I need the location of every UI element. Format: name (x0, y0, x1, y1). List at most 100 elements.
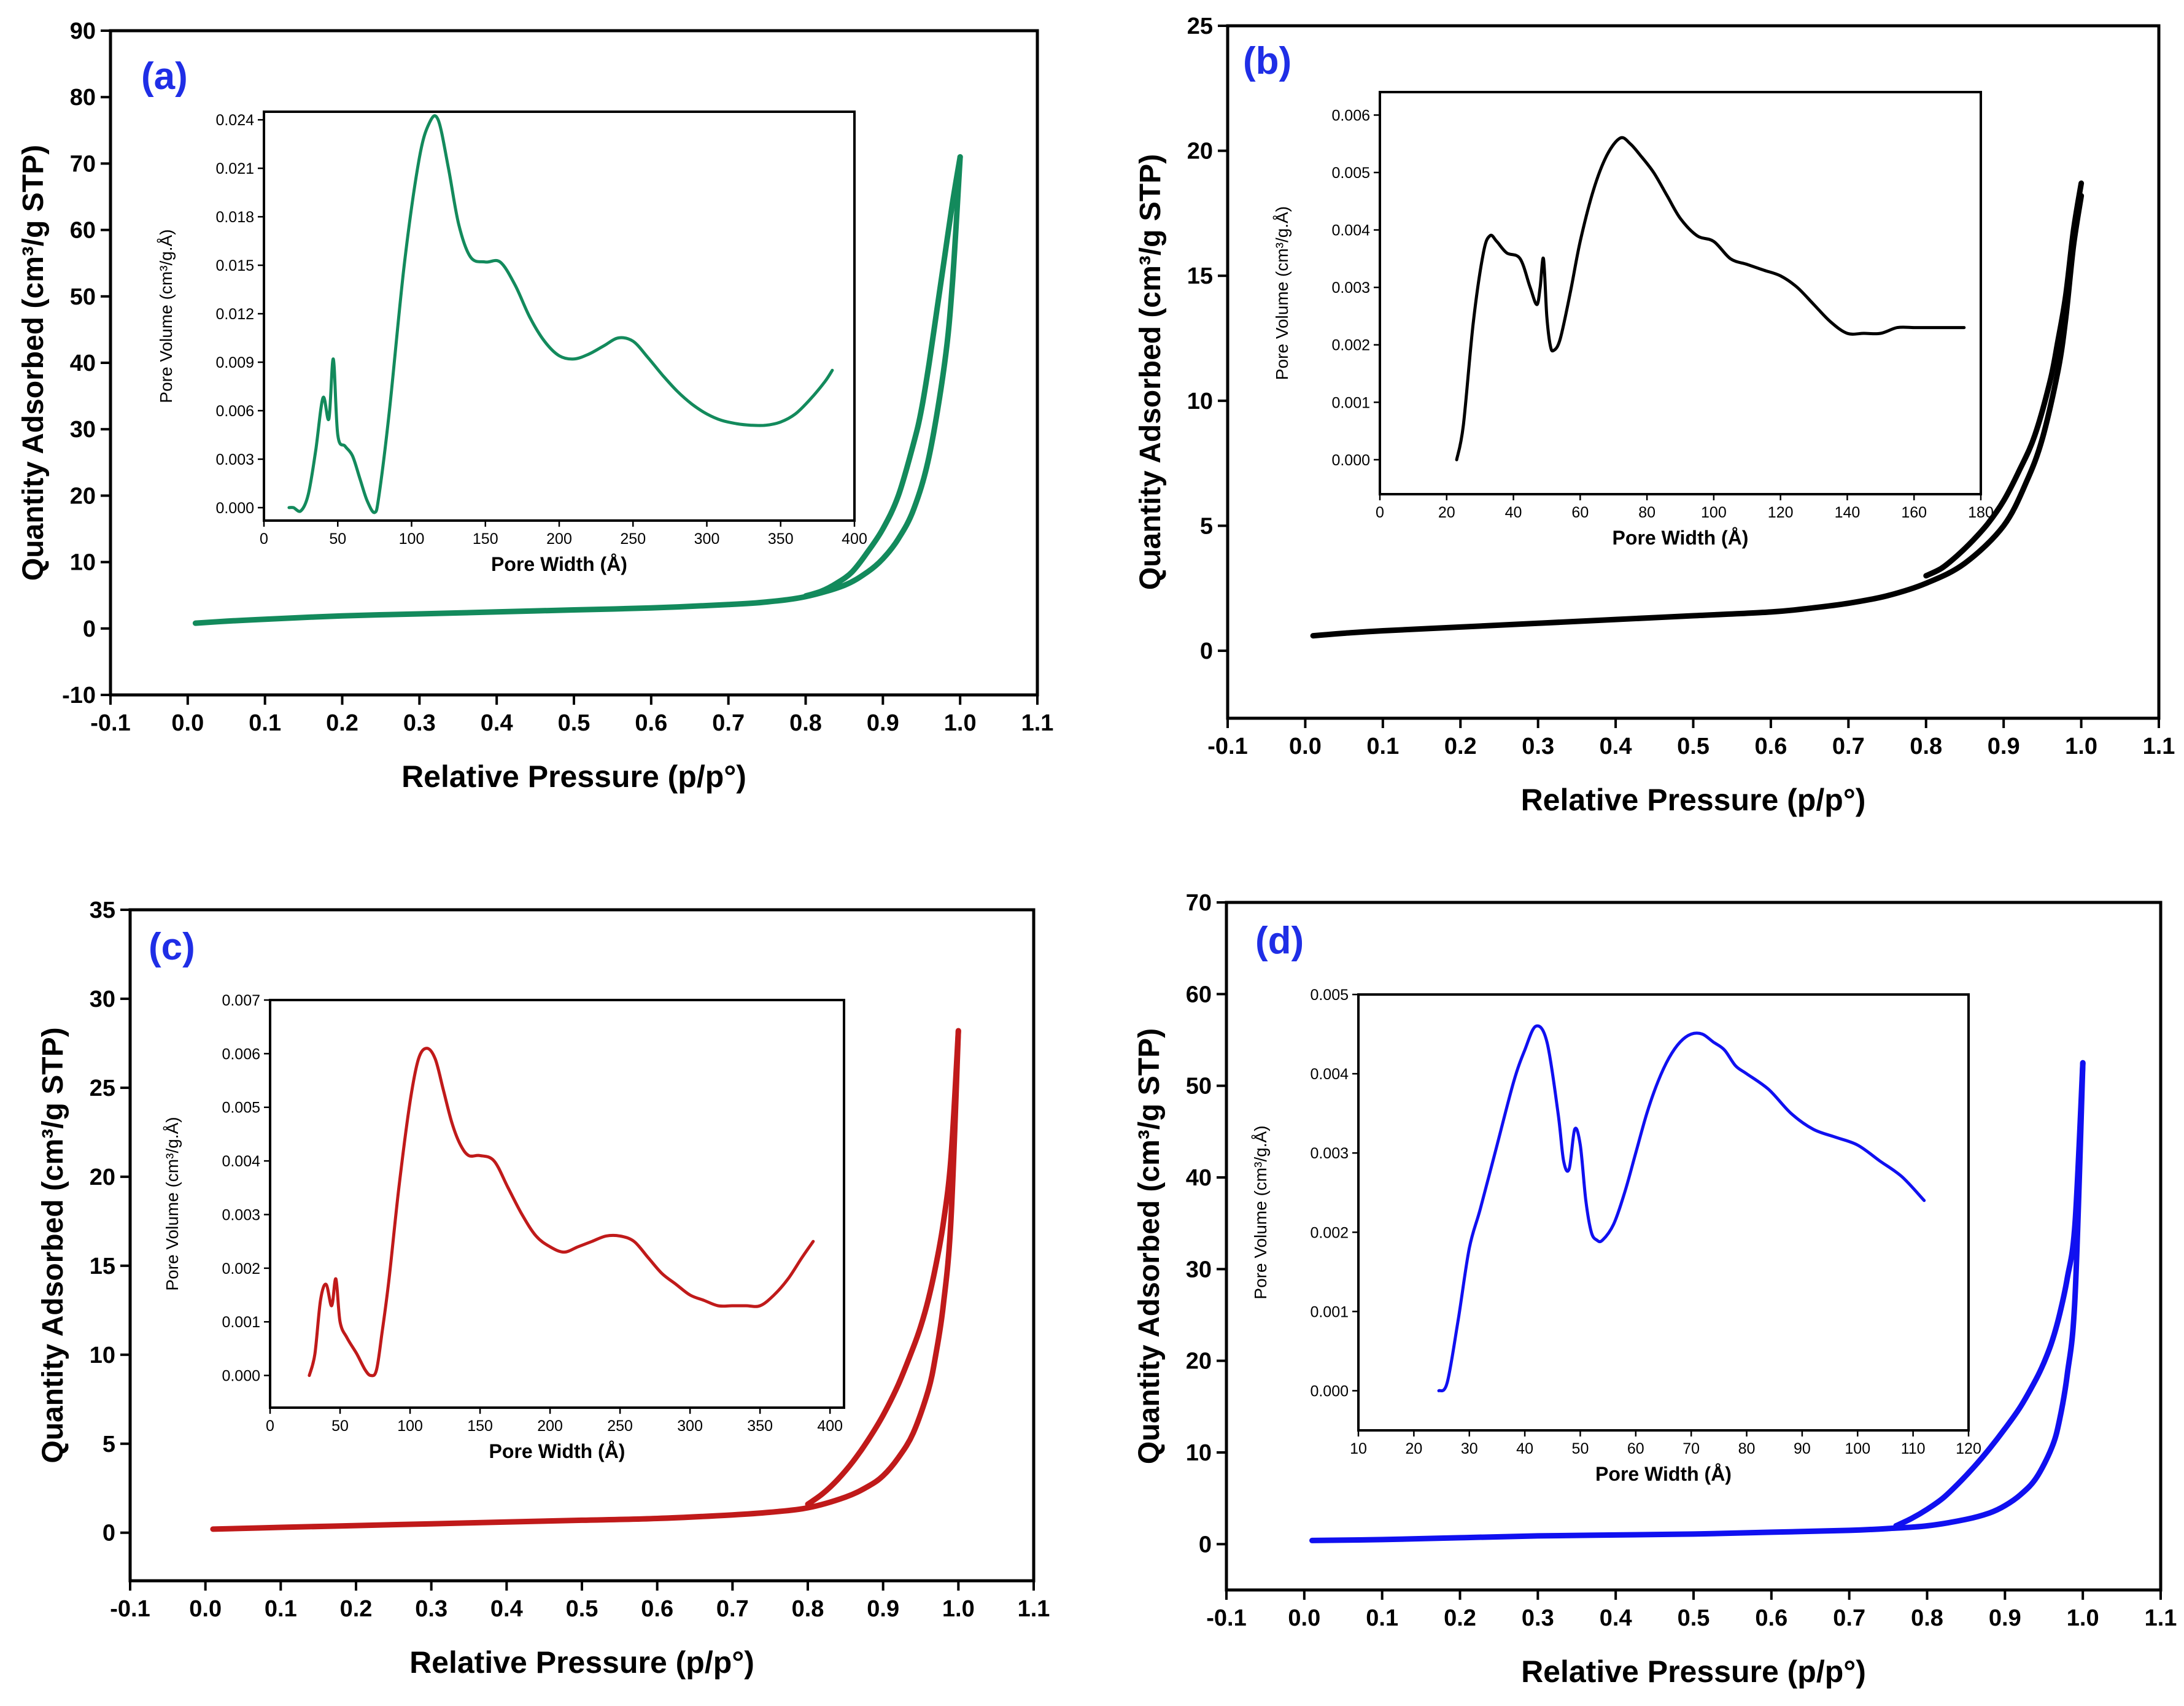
x-axis-label: Relative Pressure (p/p°) (1521, 783, 1866, 817)
y-axis-label: Quantity Adsorbed (cm³/g STP) (37, 1027, 69, 1463)
inset-y-tick-label: 0.015 (215, 257, 254, 274)
series-line-adsorption (210, 1028, 961, 1532)
x-tick-label: 0.8 (1911, 1605, 1943, 1631)
inset-y-tick-label: 0.012 (215, 306, 254, 323)
inset-x-tick-label: 100 (399, 530, 425, 548)
x-tick-label: 0.6 (635, 710, 667, 736)
y-tick-label: 30 (70, 417, 96, 443)
y-tick-label: 35 (90, 898, 115, 923)
x-tick-label: 1.0 (2067, 1605, 2099, 1631)
panel-label: (a) (141, 55, 188, 98)
series-line-adsorption (192, 154, 963, 626)
y-tick-label: 0 (83, 616, 96, 642)
y-tick-label: 15 (90, 1254, 115, 1279)
inset-x-tick-label: 0 (260, 530, 268, 548)
inset-x-tick-label: 100 (1701, 504, 1727, 521)
inset-x-axis-label: Pore Width (Å) (489, 1440, 625, 1462)
inset-panel: 10 20 30 40 50 60 70 80 90 100 110 120 0.000 0.001 0.0… (1251, 987, 1981, 1485)
inset-x-axis-label: Pore Width (Å) (1613, 527, 1749, 549)
inset-y-tick-label: 0.005 (1331, 165, 1370, 182)
x-tick-label: 0.5 (558, 710, 591, 736)
x-tick-label: 1.1 (2145, 1605, 2177, 1631)
inset-x-axis-label: Pore Width (Å) (491, 553, 627, 575)
inset-y-tick-label: 0.000 (1331, 452, 1370, 469)
inset-y-tick-label: 0.000 (215, 500, 254, 517)
x-tick-label: 0.8 (789, 710, 822, 736)
inset-y-axis-label: Pore Volume (cm³/g.Å) (163, 1117, 182, 1290)
y-tick-label: 80 (70, 85, 96, 111)
inset-panel: 0 20 40 60 80 100 120 140 160 180 0.000 0.001 0.002 0… (1272, 91, 1994, 549)
x-tick-label: 0.9 (1989, 1605, 2021, 1631)
y-axis-label: Quantity Adsorbed (cm³/g STP) (1134, 154, 1167, 590)
x-tick-label: 0.9 (867, 710, 899, 736)
x-tick-label: 1.0 (2065, 734, 2097, 759)
inset-x-tick-label: 50 (331, 1417, 349, 1435)
inset-x-tick-label: 0 (1376, 504, 1384, 521)
inset-x-tick-label: 40 (1516, 1440, 1533, 1457)
inset-y-tick-label: 0.001 (1310, 1303, 1349, 1320)
x-tick-label: 1.0 (944, 710, 977, 736)
y-tick-label: 40 (70, 351, 96, 376)
x-tick-label: 0.3 (415, 1596, 447, 1622)
x-tick-label: 0.4 (490, 1596, 523, 1622)
y-tick-label: 10 (1186, 1440, 1212, 1466)
inset-x-tick-label: 160 (1901, 504, 1927, 521)
inset-x-tick-label: 350 (747, 1417, 773, 1435)
x-tick-label: 0.4 (1600, 1605, 1632, 1631)
x-tick-label: 0.3 (1522, 1605, 1554, 1631)
y-tick-label: 0 (1200, 638, 1213, 664)
inset-y-tick-label: 0.003 (215, 451, 254, 468)
inset-x-tick-label: 200 (537, 1417, 563, 1435)
inset-series-line (287, 114, 834, 514)
y-tick-label: 10 (1187, 389, 1213, 414)
x-tick-label: 0.7 (712, 710, 745, 736)
y-tick-label: 40 (1186, 1165, 1212, 1191)
inset-y-tick-label: 0.024 (215, 112, 254, 129)
inset-x-tick-label: 140 (1835, 504, 1861, 521)
series-line-adsorption (1309, 1060, 2086, 1543)
inset-panel: 0 50 100 150 200 250 300 350 400 0.000 0.003 0.006 0… (157, 111, 867, 575)
inset-x-tick-label: 60 (1571, 504, 1589, 521)
x-axis-label: Relative Pressure (p/p°) (409, 1645, 754, 1680)
x-tick-label: -0.1 (110, 1596, 150, 1622)
chart-panel-1: -0.1 0.0 0.1 0.2 0.3 0.4 0.5 0.6 0.7 0.8 0.9 1.0 1.1… (1134, 14, 2175, 817)
chart-panel-0: -0.1 0.0 0.1 0.2 0.3 0.4 0.5 0.6 0.7 0.8 0.9 1.0 1.1… (17, 18, 1053, 794)
inset-y-tick-label: 0.001 (222, 1314, 260, 1331)
x-tick-label: 0.3 (1522, 734, 1554, 759)
inset-x-tick-label: 300 (677, 1417, 703, 1435)
inset-x-tick-label: 80 (1738, 1440, 1756, 1457)
inset-x-tick-label: 70 (1683, 1440, 1700, 1457)
inset-series-line (308, 1047, 815, 1378)
x-tick-label: 0.2 (1444, 734, 1477, 759)
inset-y-tick-label: 0.009 (215, 354, 254, 371)
inset-series-line (1455, 136, 1966, 462)
inset-y-tick-label: 0.002 (222, 1260, 260, 1278)
series-line-desorption (803, 154, 963, 599)
y-tick-label: 60 (70, 218, 96, 244)
y-axis-label: Quantity Adsorbed (cm³/g STP) (17, 145, 50, 581)
inset-y-tick-label: 0.002 (1331, 337, 1370, 354)
inset-y-tick-label: 0.003 (1310, 1145, 1349, 1162)
inset-y-axis-label: Pore Volume (cm³/g.Å) (1251, 1125, 1270, 1299)
x-tick-label: 0.2 (326, 710, 358, 736)
chart-panel-3: -0.1 0.0 0.1 0.2 0.3 0.4 0.5 0.6 0.7 0.8 0.9 1.0 1.1… (1133, 890, 2177, 1689)
inset-x-tick-label: 100 (397, 1417, 423, 1435)
y-tick-label: 90 (70, 18, 96, 44)
x-tick-label: 0.1 (1366, 734, 1399, 759)
inset-x-tick-label: 90 (1794, 1440, 1811, 1457)
x-tick-label: 0.4 (1600, 734, 1632, 759)
inset-x-tick-label: 120 (1768, 504, 1794, 521)
x-tick-label: 0.0 (1289, 734, 1322, 759)
x-tick-label: 0.9 (867, 1596, 899, 1622)
y-tick-label: 20 (70, 483, 96, 509)
inset-x-tick-label: 200 (546, 530, 572, 548)
y-tick-label: 30 (90, 987, 115, 1012)
inset-y-axis-label: Pore Volume (cm³/g.Å) (1272, 206, 1291, 380)
x-axis-label: Relative Pressure (p/p°) (1521, 1654, 1866, 1689)
x-tick-label: 1.1 (2143, 734, 2175, 759)
inset-y-tick-label: 0.004 (222, 1153, 260, 1170)
inset-y-tick-label: 0.004 (1331, 222, 1370, 239)
x-tick-label: 0.6 (641, 1596, 673, 1622)
x-tick-label: 0.0 (1288, 1605, 1320, 1631)
inset-x-tick-label: 50 (1572, 1440, 1589, 1457)
